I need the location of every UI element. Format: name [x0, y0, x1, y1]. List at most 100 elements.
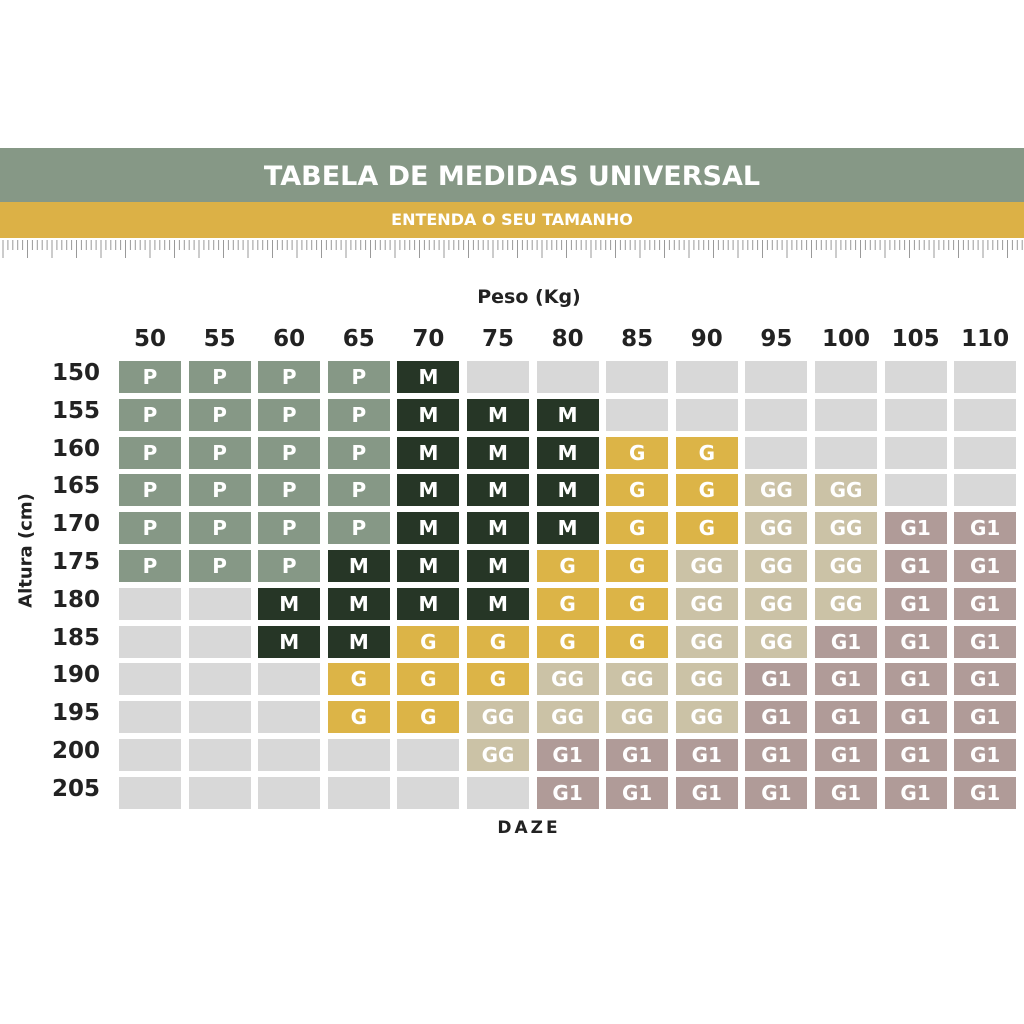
column-header: 95 [760, 326, 793, 352]
row-header: 160 [51, 435, 100, 462]
size-cell: M [467, 550, 529, 582]
brand-logo: DAZE [497, 818, 561, 838]
column-header: 90 [690, 326, 723, 352]
size-cell: GG [606, 663, 669, 696]
size-cell: G [606, 436, 669, 469]
size-cell [397, 739, 460, 771]
size-cell: GG [675, 550, 738, 582]
size-cell: G [606, 474, 669, 507]
column-header: 50 [133, 326, 166, 352]
size-cell: G1 [884, 550, 947, 582]
size-cell: P [258, 512, 321, 545]
column-header: 80 [551, 326, 584, 352]
size-cell: M [327, 587, 390, 620]
x-axis-label: Peso (Kg) [477, 286, 581, 308]
size-cell: G [675, 436, 738, 469]
size-cell: G1 [675, 776, 738, 809]
row-header: 205 [51, 775, 100, 802]
size-cell [119, 587, 181, 620]
ruler-decoration [2, 240, 1023, 258]
size-cell [954, 474, 1017, 507]
size-cell: G1 [606, 776, 669, 809]
size-cell [258, 663, 321, 696]
size-cell: G [606, 512, 669, 545]
size-cell: M [467, 512, 529, 545]
size-cell [815, 361, 877, 393]
size-cell [258, 776, 321, 809]
size-cell: GG [815, 587, 877, 620]
size-cell: M [327, 550, 390, 582]
column-header: 75 [481, 326, 514, 352]
size-cell: G [397, 663, 460, 696]
size-cell: G [397, 701, 460, 734]
size-cell [258, 739, 321, 771]
size-cell [467, 361, 529, 393]
size-cell: P [119, 474, 181, 507]
size-cell: G1 [536, 739, 599, 771]
size-cell: P [188, 550, 251, 582]
size-cell: G1 [606, 739, 669, 771]
size-cell: GG [745, 550, 808, 582]
size-cell [119, 776, 181, 809]
size-cell [327, 739, 390, 771]
size-cell: GG [467, 701, 529, 734]
size-cell: M [467, 436, 529, 469]
size-cell: G1 [884, 663, 947, 696]
size-cell: G [467, 663, 529, 696]
size-cell: P [188, 436, 251, 469]
size-cell: G1 [954, 587, 1017, 620]
size-cell: GG [675, 587, 738, 620]
size-cell: G [397, 625, 460, 658]
size-cell: G1 [884, 625, 947, 658]
size-cell: G [675, 474, 738, 507]
size-cell [954, 436, 1017, 469]
size-cell: P [119, 550, 181, 582]
size-cell: G1 [745, 776, 808, 809]
subtitle-banner: ENTENDA O SEU TAMANHO [0, 202, 1024, 238]
size-cell: G1 [536, 776, 599, 809]
column-header: 105 [891, 326, 940, 352]
size-cell [467, 776, 529, 809]
size-cell: G [327, 701, 390, 734]
size-cell: G1 [884, 776, 947, 809]
size-cell: P [258, 436, 321, 469]
size-cell [745, 398, 808, 431]
size-cell [119, 663, 181, 696]
size-cell: P [327, 361, 390, 393]
y-axis-label: Altura (cm) [15, 493, 37, 608]
size-cell: M [327, 625, 390, 658]
column-header: 70 [412, 326, 445, 352]
size-cell [745, 436, 808, 469]
size-cell: M [397, 550, 460, 582]
size-cell: GG [675, 701, 738, 734]
row-header: 150 [51, 360, 100, 386]
row-header: 155 [51, 397, 100, 424]
size-cell: P [258, 361, 321, 393]
size-cell: P [327, 474, 390, 507]
size-cell: P [327, 398, 390, 431]
size-cell: P [327, 436, 390, 469]
size-cell: G1 [954, 663, 1017, 696]
size-cell: M [258, 625, 321, 658]
size-cell: GG [745, 587, 808, 620]
size-cell: G1 [675, 739, 738, 771]
size-cell: M [536, 398, 599, 431]
size-cell [884, 436, 947, 469]
size-cell [188, 625, 251, 658]
size-cell [606, 361, 669, 393]
size-cell: G1 [815, 739, 877, 771]
size-cell: GG [675, 663, 738, 696]
title-banner: TABELA DE MEDIDAS UNIVERSAL [0, 148, 1024, 202]
size-cell: G1 [954, 512, 1017, 545]
size-cell: G1 [884, 587, 947, 620]
size-cell: G1 [954, 625, 1017, 658]
size-cell: G1 [954, 776, 1017, 809]
size-cell: G1 [745, 739, 808, 771]
size-cell: M [536, 436, 599, 469]
size-cell [815, 436, 877, 469]
size-cell: M [397, 436, 460, 469]
size-cell: GG [536, 701, 599, 734]
size-cell: P [119, 512, 181, 545]
size-cell: P [258, 474, 321, 507]
size-cell: G1 [884, 701, 947, 734]
